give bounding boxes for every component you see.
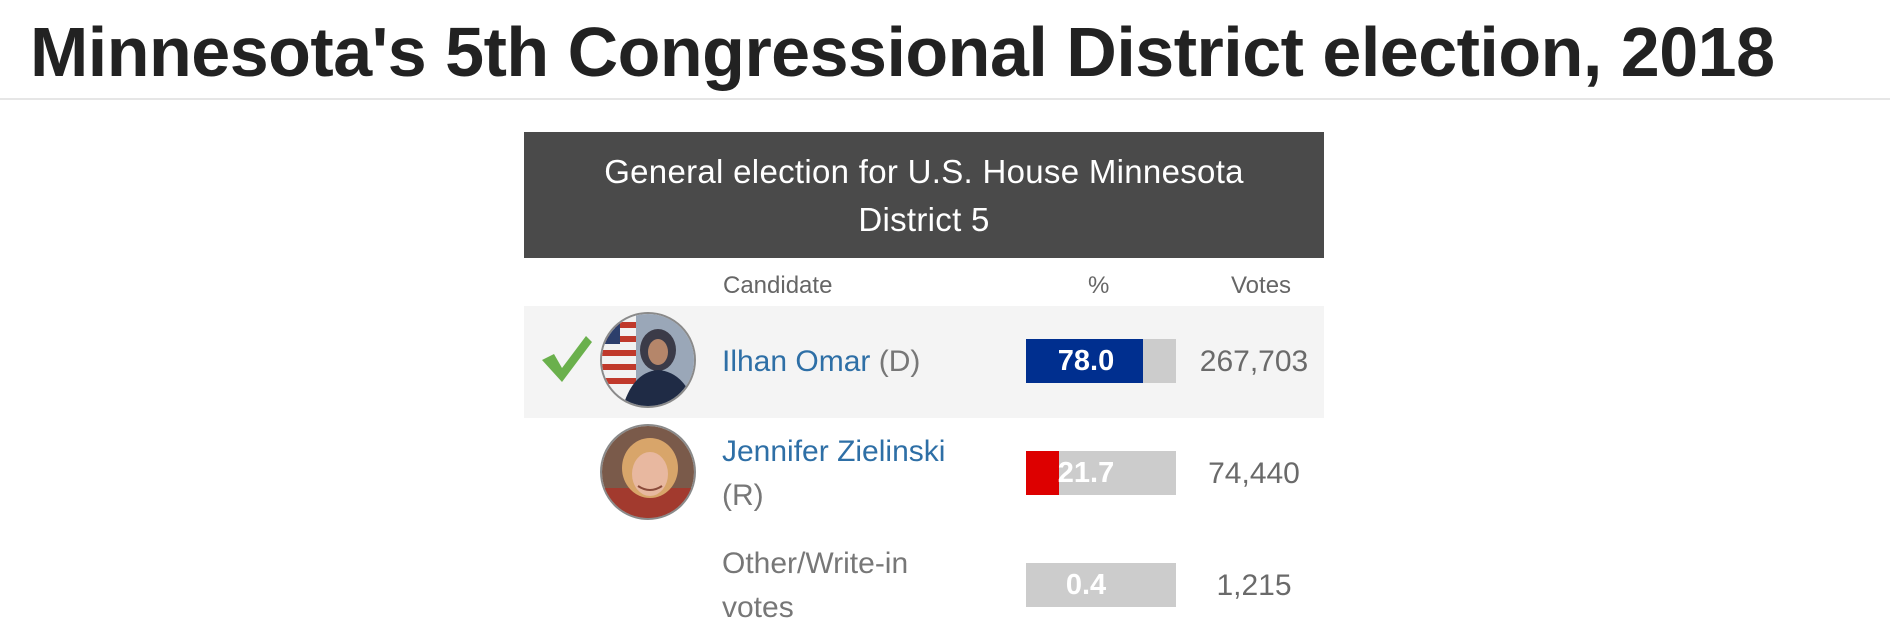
vote-share-fill — [1026, 563, 1027, 607]
vote-share-bar: 21.7 — [1026, 451, 1176, 495]
candidate-name: Other/Write-in votes — [722, 530, 962, 642]
candidate-link-omar[interactable]: Ilhan Omar — [722, 345, 871, 378]
vote-share-label: 78.0 — [1057, 345, 1115, 377]
column-header-percent: % — [1088, 272, 1110, 299]
candidate-link-zielinski[interactable]: Jennifer Zielinski — [722, 435, 946, 468]
election-results-table: General election for U.S. House Minnesot… — [524, 132, 1324, 642]
avatar-zielinski[interactable] — [600, 424, 696, 520]
candidate-row-zielinski: Jennifer Zielinski (R) 21.7 74,440 — [524, 418, 1324, 530]
candidate-name: Jennifer Zielinski (R) — [722, 418, 962, 530]
party-label: (D) — [878, 345, 921, 378]
vote-count: 74,440 — [1208, 457, 1300, 490]
vote-count: 267,703 — [1199, 345, 1309, 378]
title-divider — [0, 98, 1890, 100]
vote-share-label: 0.4 — [1065, 569, 1107, 601]
other-writein-label: Other/Write-in votes — [722, 547, 909, 624]
vote-share-bar: 78.0 — [1026, 339, 1176, 383]
vote-share-fill — [1026, 339, 1143, 383]
page-title: Minnesota's 5th Congressional District e… — [30, 13, 1775, 91]
column-header-votes: Votes — [1231, 272, 1292, 299]
column-header-candidate: Candidate — [723, 272, 833, 299]
column-headers: Candidate % Votes — [524, 258, 1324, 306]
vote-share-fill — [1026, 451, 1059, 495]
party-label: (R) — [722, 479, 764, 512]
avatar-omar[interactable] — [600, 312, 696, 408]
vote-share-label: 21.7 — [1057, 457, 1115, 489]
candidate-name: Ilhan Omar (D) — [722, 306, 962, 418]
vote-share-bar: 0.4 — [1026, 563, 1176, 607]
vote-count: 1,215 — [1216, 569, 1292, 602]
check-icon — [542, 336, 592, 382]
candidate-row-other: Other/Write-in votes 0.4 1,215 — [524, 530, 1324, 642]
candidate-row-omar: Ilhan Omar (D) 78.0 267,703 — [524, 306, 1324, 418]
results-header: General election for U.S. House Minnesot… — [524, 132, 1324, 258]
